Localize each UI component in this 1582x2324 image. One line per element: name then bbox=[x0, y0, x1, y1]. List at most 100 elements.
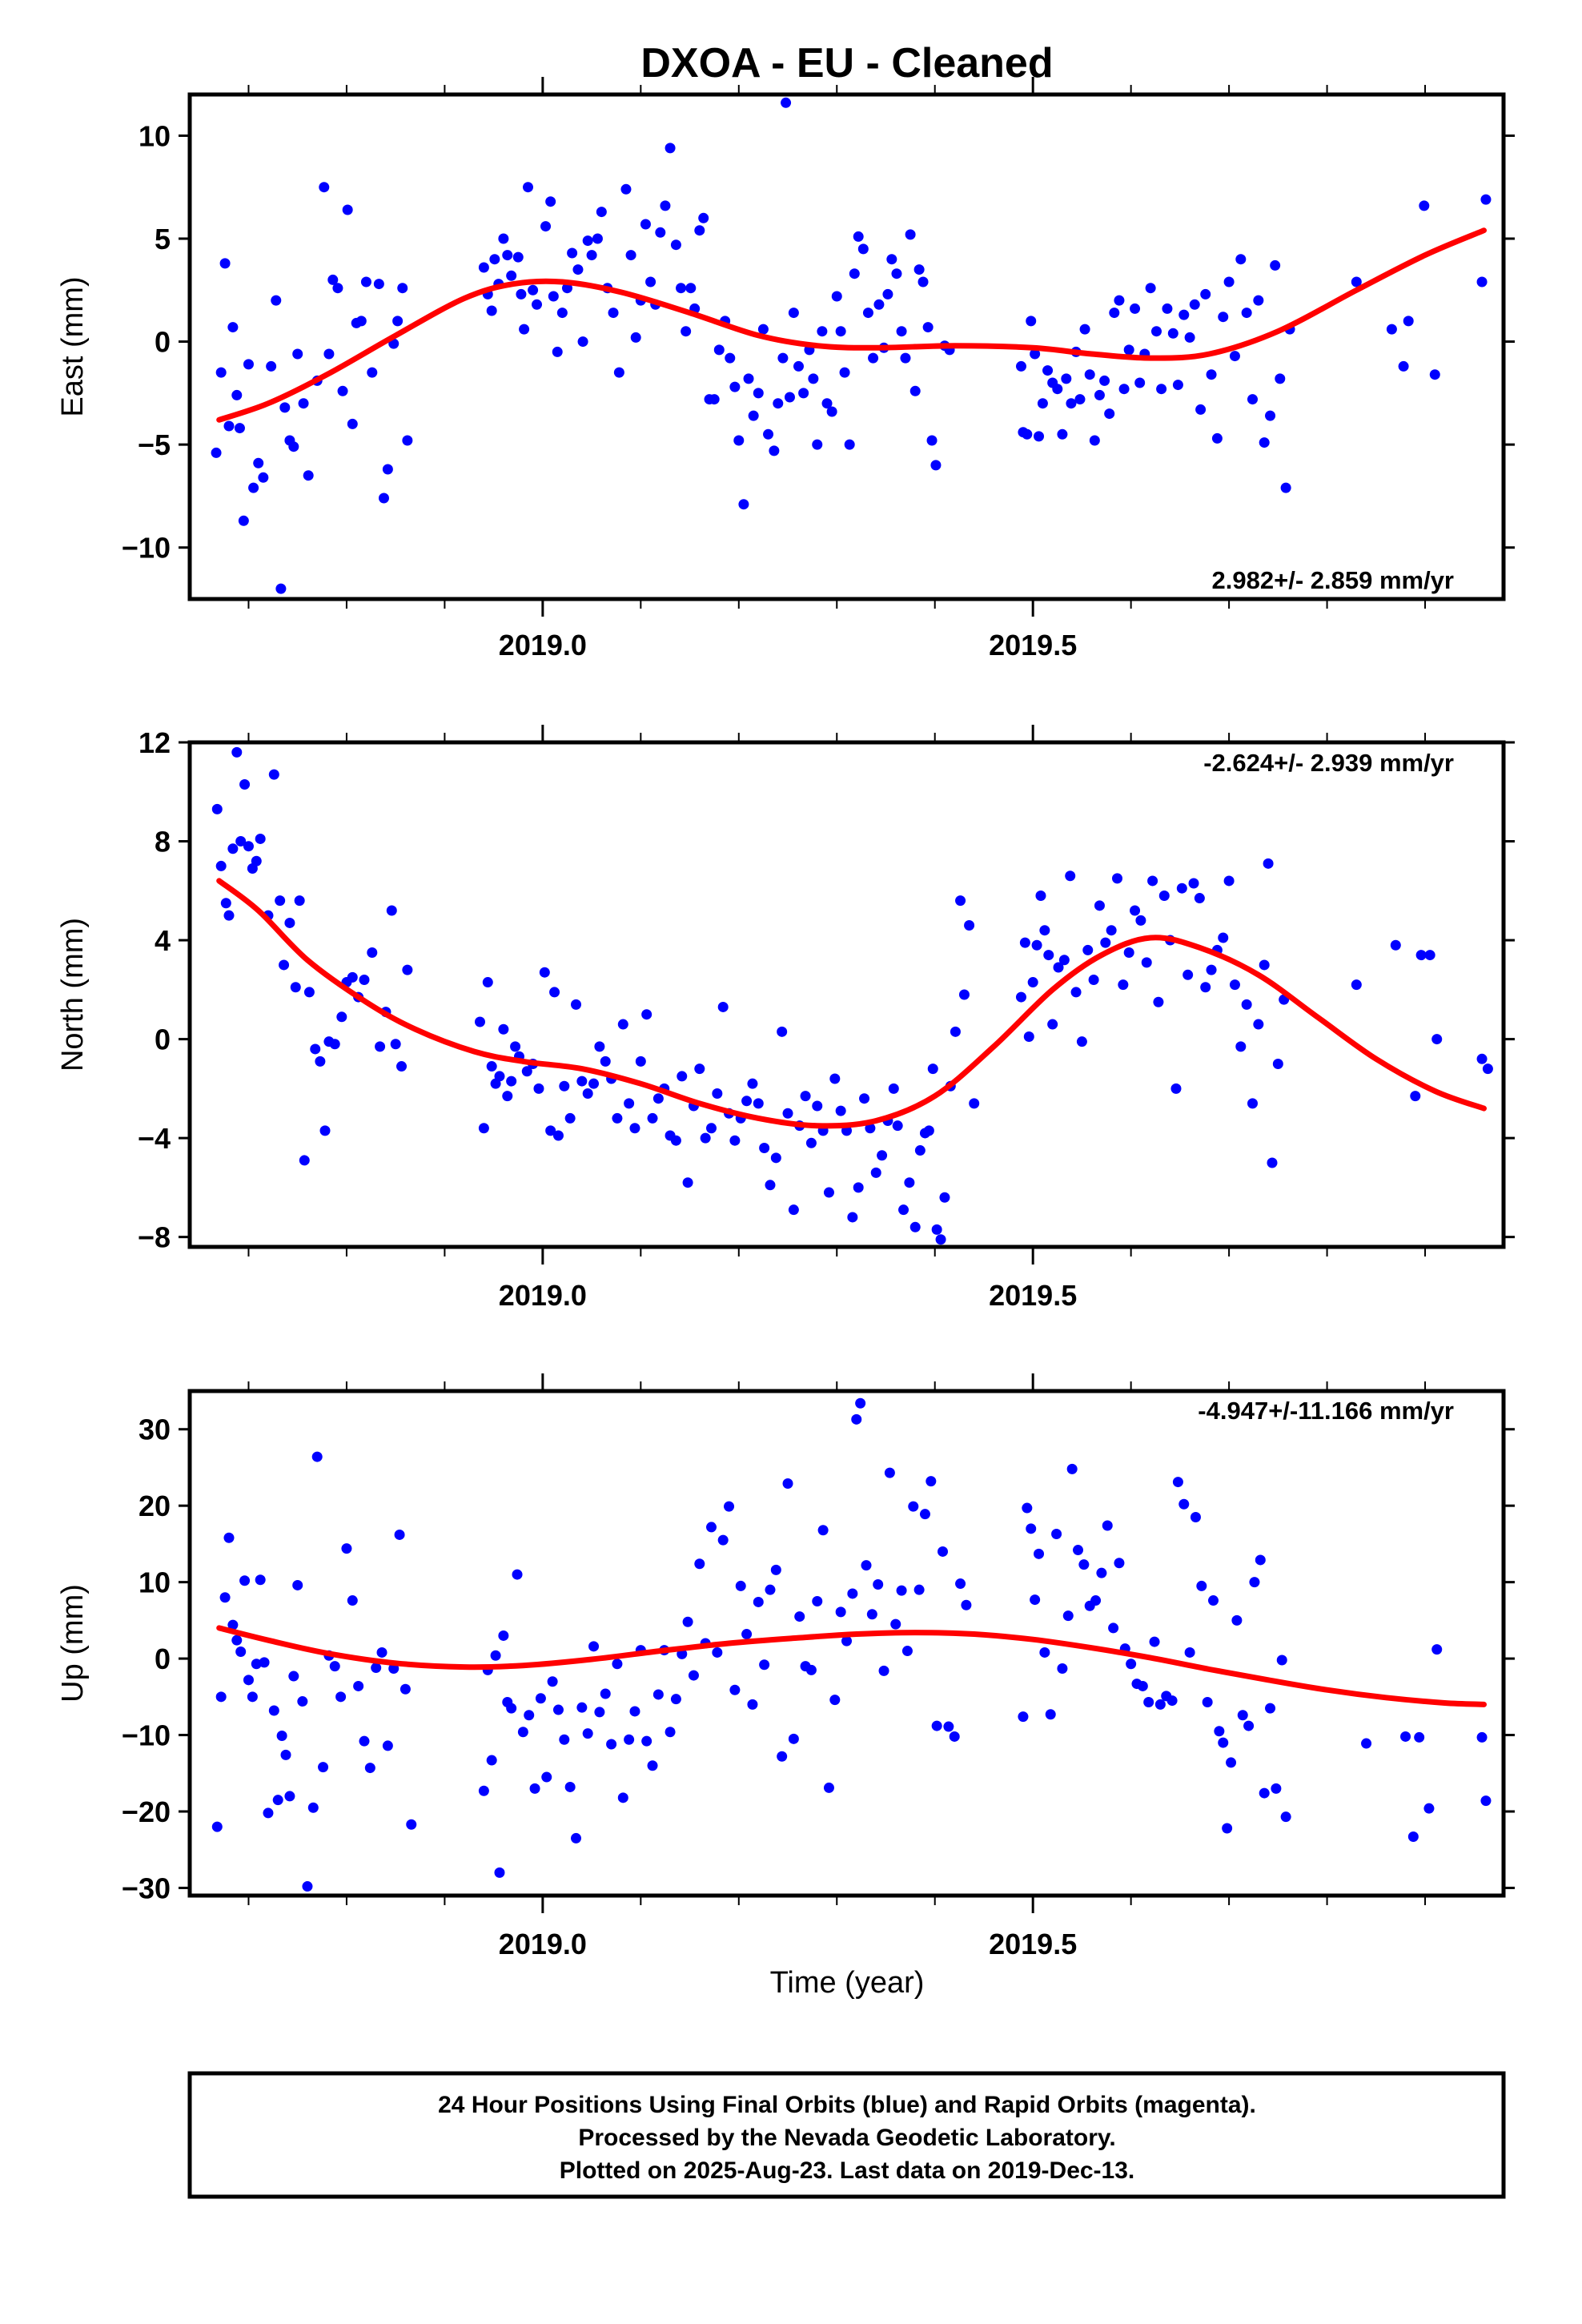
data-point-up bbox=[817, 1525, 829, 1536]
data-point-east bbox=[1280, 482, 1291, 493]
data-point-east bbox=[327, 274, 339, 285]
data-point-east bbox=[1218, 312, 1229, 323]
data-point-up bbox=[394, 1529, 405, 1540]
data-point-east bbox=[1211, 432, 1223, 444]
data-point-up bbox=[1226, 1757, 1237, 1768]
data-point-east bbox=[303, 470, 314, 481]
data-point-east bbox=[243, 359, 254, 370]
data-point-up bbox=[1172, 1477, 1183, 1488]
data-point-up bbox=[1073, 1545, 1084, 1556]
data-point-up bbox=[600, 1688, 611, 1699]
data-point-east bbox=[793, 360, 804, 372]
data-point-up bbox=[1184, 1647, 1195, 1658]
data-point-up bbox=[1022, 1502, 1033, 1514]
data-point-up bbox=[694, 1558, 705, 1570]
data-point-up bbox=[665, 1727, 676, 1738]
data-point-north bbox=[958, 989, 970, 1000]
data-point-north bbox=[1482, 1063, 1493, 1075]
data-point-up bbox=[1137, 1680, 1148, 1691]
data-point-east bbox=[582, 235, 593, 247]
data-point-north bbox=[1176, 883, 1187, 894]
data-point-up bbox=[541, 1771, 552, 1783]
data-point-east bbox=[698, 212, 709, 223]
data-point-east bbox=[502, 250, 513, 261]
data-point-east bbox=[917, 276, 929, 287]
data-point-north bbox=[635, 1055, 646, 1067]
data-point-up bbox=[1178, 1498, 1190, 1510]
data-point-up bbox=[382, 1740, 393, 1751]
data-point-up bbox=[1102, 1520, 1113, 1531]
data-point-north bbox=[955, 895, 966, 907]
data-point-up bbox=[1214, 1726, 1225, 1737]
data-point-east bbox=[781, 97, 792, 108]
data-point-up bbox=[1066, 1463, 1078, 1474]
data-point-north bbox=[482, 977, 493, 988]
data-point-north bbox=[923, 1125, 934, 1136]
data-point-up bbox=[478, 1785, 489, 1796]
data-point-east bbox=[337, 385, 348, 396]
data-point-up bbox=[641, 1735, 652, 1747]
data-point-up bbox=[353, 1680, 364, 1691]
data-point-north bbox=[624, 1098, 635, 1109]
data-point-east bbox=[561, 283, 572, 294]
data-point-east bbox=[223, 420, 235, 432]
data-point-north bbox=[498, 1023, 509, 1035]
data-point-east bbox=[873, 299, 885, 310]
data-point-east bbox=[1172, 380, 1183, 391]
data-point-north bbox=[255, 833, 266, 844]
data-point-east bbox=[665, 143, 676, 154]
data-point-east bbox=[1150, 326, 1162, 337]
data-point-east bbox=[519, 324, 530, 335]
data-point-north bbox=[712, 1088, 723, 1100]
data-point-north bbox=[835, 1105, 846, 1116]
data-point-east bbox=[1061, 373, 1072, 384]
y-tick-label-north: 8 bbox=[155, 826, 171, 858]
data-point-up bbox=[297, 1696, 308, 1707]
data-point-north bbox=[243, 841, 254, 852]
data-point-east bbox=[1429, 369, 1440, 380]
data-point-up bbox=[1051, 1529, 1062, 1539]
data-point-east bbox=[808, 373, 819, 384]
data-point-east bbox=[360, 276, 371, 287]
data-point-north bbox=[1229, 979, 1240, 991]
data-point-up bbox=[1057, 1663, 1068, 1674]
data-point-north bbox=[1259, 959, 1270, 971]
data-point-east bbox=[528, 284, 539, 296]
data-point-north bbox=[582, 1088, 593, 1100]
data-point-east bbox=[821, 398, 833, 409]
x-tick-label-up: 2019.0 bbox=[499, 1928, 587, 1960]
data-point-north bbox=[1390, 939, 1401, 951]
data-point-east bbox=[685, 283, 697, 294]
data-point-east bbox=[1130, 303, 1141, 314]
footer-box bbox=[187, 2071, 1506, 2199]
data-point-north bbox=[268, 769, 279, 780]
data-point-east bbox=[592, 233, 603, 244]
data-point-east bbox=[930, 460, 942, 471]
y-tick-label-east: 0 bbox=[155, 326, 171, 359]
data-point-up bbox=[1361, 1738, 1372, 1749]
data-point-east bbox=[1167, 328, 1178, 339]
data-point-up bbox=[1407, 1831, 1419, 1842]
data-point-east bbox=[1265, 410, 1276, 421]
y-tick-label-north: −4 bbox=[138, 1122, 171, 1155]
data-point-north bbox=[935, 1234, 946, 1245]
data-point-east bbox=[620, 183, 632, 195]
data-point-up bbox=[1062, 1610, 1074, 1622]
data-point-north bbox=[506, 1076, 517, 1087]
data-point-north bbox=[251, 855, 262, 866]
data-point-east bbox=[645, 276, 656, 287]
x-tick-label-up: 2019.5 bbox=[989, 1928, 1077, 1960]
data-point-up bbox=[307, 1802, 319, 1813]
data-point-north bbox=[914, 1145, 926, 1156]
data-point-up bbox=[812, 1596, 823, 1606]
data-point-north bbox=[788, 1204, 799, 1216]
data-point-north bbox=[1263, 858, 1274, 869]
data-point-north bbox=[1023, 1031, 1034, 1042]
data-point-east bbox=[1235, 254, 1247, 265]
data-point-up bbox=[1114, 1558, 1125, 1569]
data-point-up bbox=[788, 1733, 799, 1744]
data-point-up bbox=[259, 1657, 270, 1668]
data-point-north bbox=[1088, 974, 1099, 985]
data-point-east bbox=[231, 389, 243, 400]
data-point-north bbox=[782, 1108, 793, 1119]
